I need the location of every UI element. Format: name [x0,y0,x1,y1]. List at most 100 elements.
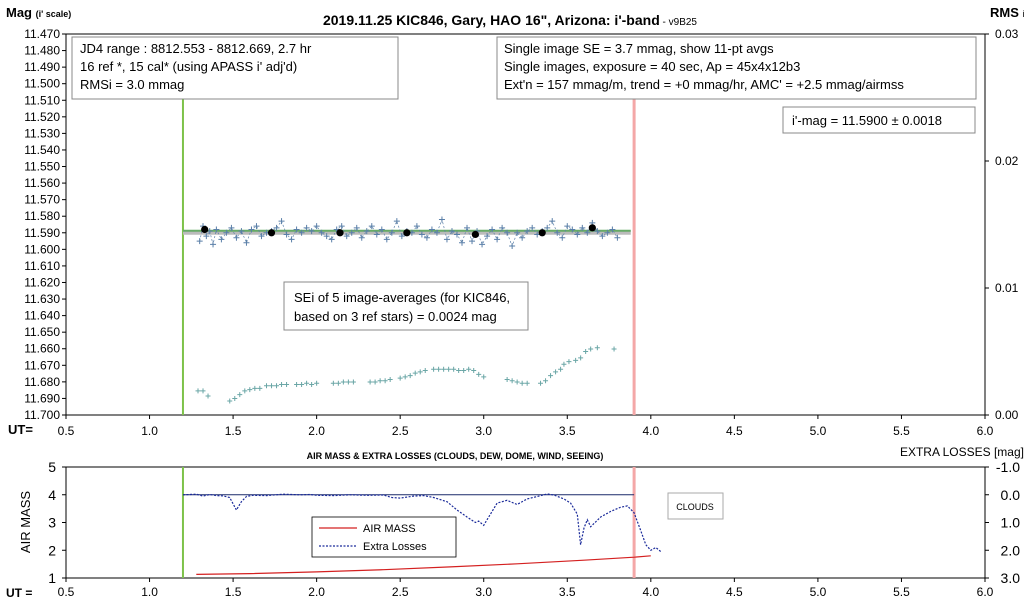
extra-losses-line [182,493,662,553]
single-image-point [283,231,290,238]
rms-series [195,345,617,404]
info-box-left: JD4 range : 8812.553 - 8812.669, 2.7 hr … [71,36,399,100]
lower-marker-lines [181,467,636,578]
main-y-tick-label: 11.650 [24,325,60,339]
rms-point [481,374,487,380]
single-image-point [203,233,210,240]
rms-point [446,366,452,372]
lower-legend: AIR MASS Extra Losses [311,516,457,558]
airmass-line [196,555,651,575]
single-image-point [273,224,280,231]
main-x-tick-label: 3.0 [475,424,492,438]
single-image-point [293,226,300,233]
single-image-point [298,229,305,236]
lower-x-tick-label: 2.0 [308,585,325,599]
rms-point [573,357,579,363]
average-series [201,224,596,239]
rms-point [611,346,617,352]
rms-point [594,345,600,351]
single-image-point [233,234,240,241]
rms-point [330,380,336,386]
lower-x-tick-label: 2.5 [392,585,409,599]
single-image-point [238,228,245,235]
info-right-line-2: Single images, exposure = 40 sec, Ap = 4… [504,59,800,74]
rms-point [514,379,520,385]
rms-point [350,379,356,385]
average-point [538,229,546,237]
rms-point [566,359,572,365]
single-image-point [524,228,531,235]
single-image-point [210,241,217,248]
single-image-point [479,241,486,248]
single-image-point [413,223,420,230]
main-y-tick-label: 11.680 [24,375,60,389]
single-image-point [459,239,466,246]
rms-point [294,382,300,388]
main-y-tick-label: 11.590 [24,226,60,240]
single-image-point [378,226,385,233]
lower-x-tick-label: 4.0 [642,585,659,599]
result-box: i'-mag = 11.5900 ± 0.0018 [782,106,976,134]
single-image-point [373,231,380,238]
lower-y2-axis-label: EXTRA LOSSES [mag] [900,445,1024,459]
main-x-tick-label: 6.0 [977,424,994,438]
single-image-point [228,224,235,231]
single-image-point [243,239,250,246]
rms-point [264,383,270,389]
single-image-point [258,233,265,240]
single-image-point [464,224,471,231]
lower-y-tick-label: 5 [48,459,56,475]
single-image-point [388,229,395,236]
rms-point [588,346,594,352]
single-image-point [614,234,621,241]
rms-point [279,382,285,388]
rms-point [242,388,248,394]
rms-point [345,379,351,385]
rms-point [237,392,243,398]
rms-point [538,380,544,386]
single-image-point [453,231,460,238]
rms-point [372,379,378,385]
lower-x-tick-label: 4.5 [726,585,743,599]
single-image-point [358,234,365,241]
main-y-tick-label: 11.610 [24,259,60,273]
info-left-line-2: 16 ref *, 15 cal* (using APASS i' adj'd) [80,59,297,74]
lower-series [182,493,662,575]
rms-point [471,368,477,374]
rms-point [456,368,462,374]
single-image-point [328,236,335,243]
single-image-point [313,223,320,230]
rms-point [269,383,275,389]
main-y-tick-label: 11.510 [24,93,60,107]
rms-point [441,366,447,372]
info-left-line-3: RMSi = 3.0 mmag [80,77,184,92]
main-y-tick-label: 11.520 [24,110,60,124]
lower-y-axis: 5 4 3 2 1 [48,459,66,586]
rms-point [382,378,388,384]
rms-point [397,375,403,381]
single-image-point [418,231,425,238]
main-y-tick-label: 11.660 [24,342,60,356]
main-y-tick-label: 11.500 [24,77,60,91]
single-image-point [604,229,611,236]
legend-losses-label: Extra Losses [363,541,427,553]
single-image-point [253,223,260,230]
lower-x-tick-label: 5.5 [893,585,910,599]
main-y-tick-label: 11.690 [24,391,60,405]
sei-line-1: SEi of 5 image-averages (for KIC846, [294,290,510,305]
single-image-point [393,218,400,225]
lower-x-tick-label: 0.5 [58,585,75,599]
rms-point [247,387,253,393]
rms-point [578,355,584,361]
single-image-point [308,228,315,235]
single-image-point [509,243,516,250]
single-image-point [584,229,591,236]
single-image-point [438,216,445,223]
info-box-right: Single image SE = 3.7 mmag, show 11-pt a… [496,36,977,100]
rms-point [257,385,263,391]
single-image-point [579,224,586,231]
main-y2-axis: 0.03 0.02 0.01 0.00 [985,27,1019,422]
rms-point [274,383,280,389]
single-image-point [594,228,601,235]
